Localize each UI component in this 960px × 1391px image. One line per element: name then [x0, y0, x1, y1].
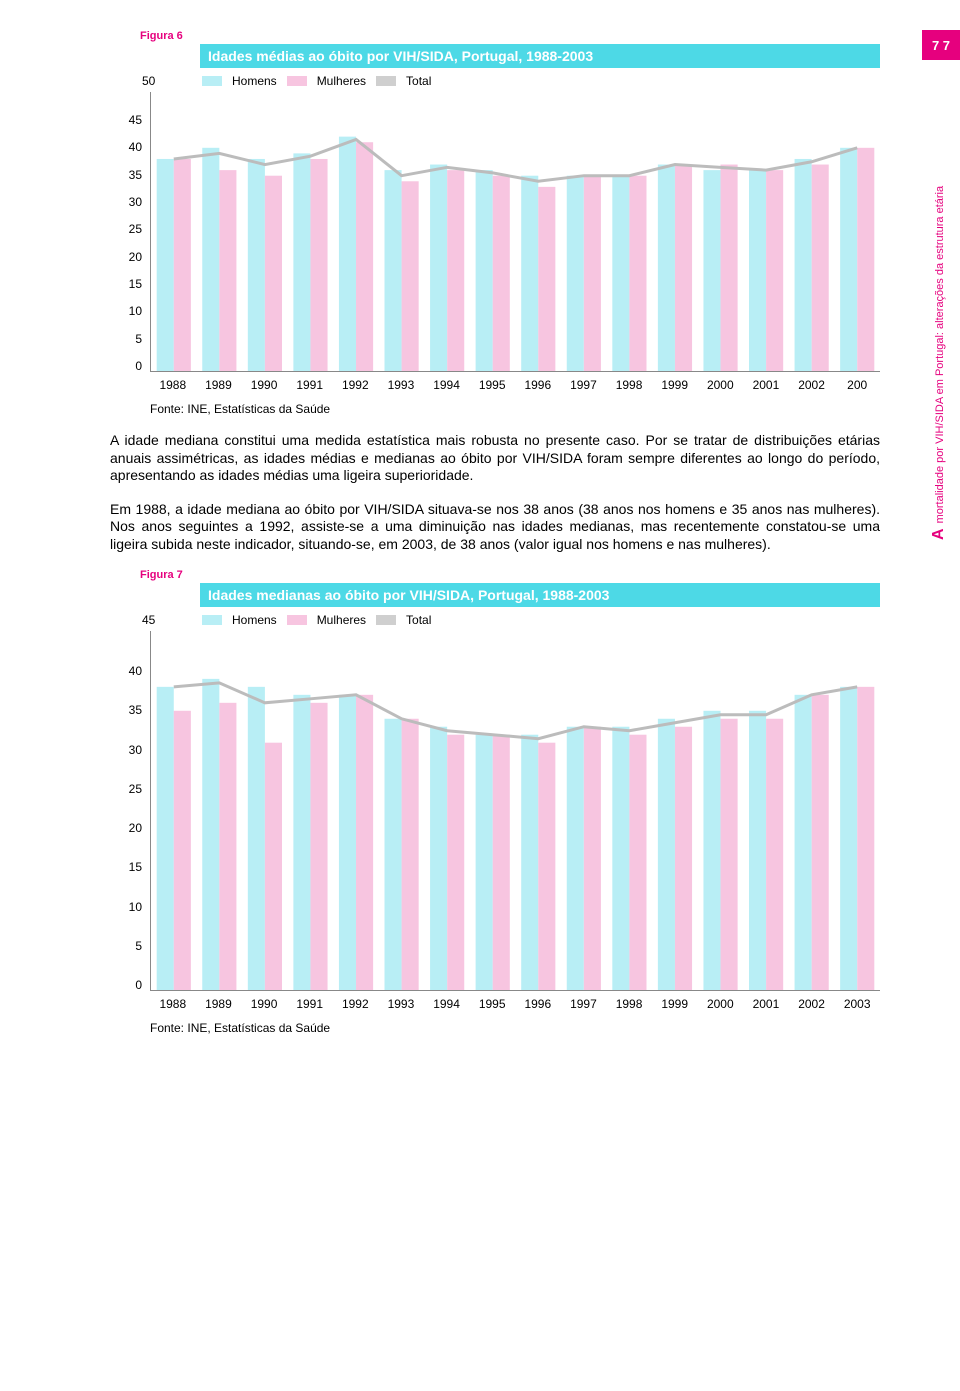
figure-6-label: Figura 6	[140, 30, 880, 42]
xtick: 1999	[652, 997, 698, 1011]
page-number-badge: 7 7	[922, 30, 960, 60]
xtick: 2000	[698, 378, 744, 392]
figure-6-legend: 50 Homens Mulheres Total	[202, 74, 880, 88]
xtick: 1988	[150, 378, 196, 392]
paragraph-2: Em 1988, a idade mediana ao óbito por VI…	[110, 501, 880, 554]
figure-6-title: Idades médias ao óbito por VIH/SIDA, Por…	[200, 44, 880, 68]
ytick: 35	[129, 169, 142, 181]
ytick: 45	[129, 114, 142, 126]
legend-swatch-total-7	[376, 615, 396, 625]
xtick: 2002	[789, 997, 835, 1011]
xtick: 1990	[241, 997, 287, 1011]
figure-6-ytop: 50	[142, 74, 155, 88]
figure-7-legend: 45 Homens Mulheres Total	[202, 613, 880, 627]
page: 7 7 A mortalidade por VIH/SIDA em Portug…	[0, 0, 960, 1391]
legend-label-mulheres: Mulheres	[317, 74, 366, 88]
side-label-text: mortalidade por VIH/SIDA em Portugal: al…	[934, 186, 946, 527]
legend-label-total: Total	[406, 74, 431, 88]
figure-7-chart: 40 35 30 25 20 15 10 5 0	[110, 631, 880, 991]
figure-6: Figura 6 Idades médias ao óbito por VIH/…	[110, 30, 880, 416]
ytick: 25	[129, 783, 142, 795]
xtick: 1996	[515, 378, 561, 392]
legend-swatch-homens-7	[202, 615, 222, 625]
figure-7: Figura 7 Idades medianas ao óbito por VI…	[110, 569, 880, 1035]
xtick: 1999	[652, 378, 698, 392]
legend-label-mulheres-7: Mulheres	[317, 613, 366, 627]
ytick: 15	[129, 861, 142, 873]
xtick: 1997	[561, 997, 607, 1011]
legend-label-homens: Homens	[232, 74, 277, 88]
xtick: 1993	[378, 378, 424, 392]
legend-swatch-mulheres-7	[287, 615, 307, 625]
ytick: 5	[135, 333, 142, 345]
paragraph-1: A idade mediana constitui uma medida est…	[110, 432, 880, 485]
ytick: 20	[129, 822, 142, 834]
xtick: 2003	[834, 997, 880, 1011]
xtick: 200	[834, 378, 880, 392]
xtick: 1993	[378, 997, 424, 1011]
xtick: 1991	[287, 997, 333, 1011]
xtick: 1990	[241, 378, 287, 392]
xtick: 2001	[743, 997, 789, 1011]
figure-6-source: Fonte: INE, Estatísticas da Saúde	[150, 402, 880, 416]
side-section-label: A mortalidade por VIH/SIDA em Portugal: …	[930, 240, 948, 540]
figure-6-xaxis: 1988198919901991199219931994199519961997…	[150, 378, 880, 392]
legend-label-homens-7: Homens	[232, 613, 277, 627]
legend-label-total-7: Total	[406, 613, 431, 627]
legend-swatch-homens	[202, 76, 222, 86]
figure-6-chart: 45 40 35 30 25 20 15 10 5 0	[110, 92, 880, 372]
ytick: 5	[135, 940, 142, 952]
xtick: 1998	[606, 997, 652, 1011]
xtick: 1994	[424, 997, 470, 1011]
ytick: 40	[129, 665, 142, 677]
ytick: 30	[129, 196, 142, 208]
xtick: 1995	[469, 378, 515, 392]
xtick: 1998	[606, 378, 652, 392]
ytick: 0	[135, 979, 142, 991]
ytick: 30	[129, 744, 142, 756]
xtick: 1989	[196, 997, 242, 1011]
ytick: 40	[129, 141, 142, 153]
ytick: 0	[135, 360, 142, 372]
xtick: 1992	[333, 997, 379, 1011]
ytick: 15	[129, 278, 142, 290]
legend-swatch-total	[376, 76, 396, 86]
side-label-cap: A	[930, 528, 947, 540]
figure-7-label: Figura 7	[140, 569, 880, 581]
ytick: 10	[129, 901, 142, 913]
ytick: 35	[129, 704, 142, 716]
legend-swatch-mulheres	[287, 76, 307, 86]
xtick: 1996	[515, 997, 561, 1011]
xtick: 1989	[196, 378, 242, 392]
xtick: 1991	[287, 378, 333, 392]
xtick: 2002	[789, 378, 835, 392]
figure-7-xaxis: 1988198919901991199219931994199519961997…	[150, 997, 880, 1011]
ytick: 10	[129, 305, 142, 317]
xtick: 2001	[743, 378, 789, 392]
xtick: 1997	[561, 378, 607, 392]
figure-7-ytop: 45	[142, 613, 155, 627]
ytick: 20	[129, 251, 142, 263]
figure-7-title: Idades medianas ao óbito por VIH/SIDA, P…	[200, 583, 880, 607]
xtick: 1988	[150, 997, 196, 1011]
figure-7-source: Fonte: INE, Estatísticas da Saúde	[150, 1021, 880, 1035]
ytick: 25	[129, 223, 142, 235]
xtick: 2000	[698, 997, 744, 1011]
xtick: 1995	[469, 997, 515, 1011]
xtick: 1994	[424, 378, 470, 392]
xtick: 1992	[333, 378, 379, 392]
